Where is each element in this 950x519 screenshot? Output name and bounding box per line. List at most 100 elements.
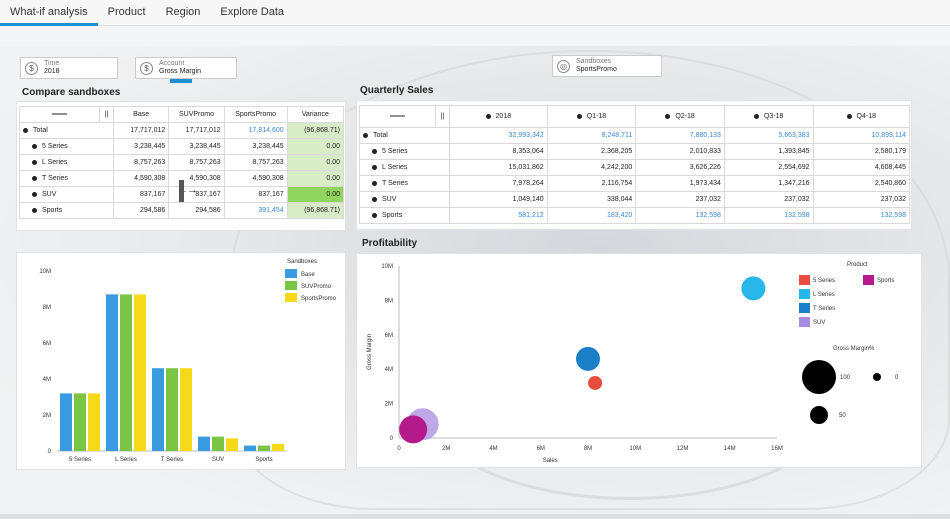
- column-handle-icon[interactable]: ||: [435, 105, 450, 128]
- table-cell: 132,598: [812, 207, 911, 224]
- legend-swatch: [799, 303, 810, 313]
- time-filter[interactable]: $ Time 2018: [20, 57, 118, 79]
- profitability-title: Profitability: [362, 238, 418, 249]
- expand-icon[interactable]: [372, 212, 377, 218]
- row-header[interactable]: SUV: [19, 186, 114, 203]
- y-tick-label: 4M: [43, 377, 51, 383]
- expand-icon[interactable]: [32, 175, 37, 181]
- table-cell: 0.00: [286, 186, 345, 203]
- y-tick-label: 0: [48, 449, 52, 455]
- tab-region[interactable]: Region: [165, 6, 201, 18]
- x-tick-label: 16M: [771, 446, 783, 452]
- bar-chart: 0 2M 4M 6M 8M 10M 5 Series L Series T Series SUV S…: [39, 259, 337, 463]
- quarterly-sales-panel: ═══ || 2018 Q1-18 Q2-18 Q3-18 Q4-18 Tota…: [356, 100, 912, 230]
- expand-icon[interactable]: [363, 132, 368, 138]
- table-cell: 2,368,205: [546, 143, 637, 160]
- time-filter-value: 2018: [44, 68, 60, 75]
- table-row: 5 Series 3,238,445 3,238,445 3,238,445 0.00: [19, 138, 345, 155]
- tab-explore-data[interactable]: Explore Data: [220, 6, 285, 18]
- row-header[interactable]: Sports: [359, 207, 450, 224]
- row-header[interactable]: L Series: [359, 159, 450, 176]
- row-header[interactable]: Total: [359, 127, 450, 144]
- size-legend-label: 100: [840, 375, 851, 381]
- tab-what-if-analysis[interactable]: What-if analysis: [0, 0, 98, 26]
- row-header[interactable]: Sports: [19, 202, 114, 219]
- legend-swatch: [285, 269, 297, 278]
- row-header[interactable]: 5 Series: [359, 143, 450, 160]
- sandboxes-filter[interactable]: ◎ Sandboxes SportsPromo: [552, 55, 662, 77]
- expand-icon[interactable]: [23, 127, 28, 133]
- top-strip: [0, 26, 950, 46]
- expand-icon[interactable]: [32, 191, 37, 197]
- x-axis-label: Sales: [543, 458, 558, 464]
- row-axis-icon[interactable]: ═══: [359, 105, 436, 128]
- legend-label: Sports: [877, 278, 894, 284]
- expand-icon[interactable]: [32, 143, 37, 149]
- legend-label: L Series: [813, 292, 835, 298]
- row-header[interactable]: T Series: [359, 175, 450, 192]
- table-cell: 237,032: [723, 191, 814, 208]
- y-tick-label: 6M: [385, 333, 393, 339]
- legend-swatch: [799, 289, 810, 299]
- row-axis-icon[interactable]: ═══: [19, 106, 100, 123]
- table-cell: 17,814,600: [223, 122, 288, 139]
- bubble: [576, 346, 600, 371]
- x-tick-label: L Series: [115, 457, 137, 463]
- table-cell: 837,167: [223, 186, 288, 203]
- table-cell: 1,393,845: [723, 143, 814, 160]
- table-cell: 4,242,200: [546, 159, 637, 176]
- table-cell: 1,973,434: [635, 175, 725, 192]
- expand-icon[interactable]: [372, 180, 377, 186]
- table-cell: 5,663,383: [723, 127, 814, 144]
- size-legend-label: 0: [895, 375, 899, 381]
- tab-product[interactable]: Product: [107, 6, 146, 18]
- column-handle-icon[interactable]: ||: [99, 106, 114, 123]
- row-header[interactable]: T Series: [19, 170, 114, 187]
- table-cell: 132,598: [723, 207, 814, 224]
- expand-icon[interactable]: [372, 164, 377, 170]
- x-tick-label: 2M: [442, 446, 450, 452]
- legend-swatch: [285, 293, 297, 302]
- bar: [152, 368, 164, 451]
- legend-title: Sandboxes: [287, 259, 317, 265]
- expand-icon[interactable]: [32, 207, 37, 213]
- table-cell: 237,032: [812, 191, 911, 208]
- table-cell: 338,044: [546, 191, 637, 208]
- sandboxes-filter-value: SportsPromo: [576, 66, 617, 73]
- row-header[interactable]: Total: [19, 122, 114, 139]
- x-tick-label: 12M: [677, 446, 689, 452]
- row-header[interactable]: 5 Series: [19, 138, 114, 155]
- bar: [258, 445, 270, 451]
- table-row: 5 Series 8,353,064 2,368,205 2,010,833 1,393…: [359, 143, 911, 160]
- bar: [74, 393, 86, 451]
- bottom-scrollbar[interactable]: [0, 514, 950, 519]
- row-header[interactable]: SUV: [359, 191, 450, 208]
- table-cell: 8,757,263: [223, 154, 288, 171]
- table-cell: 2,010,833: [635, 143, 725, 160]
- legend-label: SportsPromo: [301, 296, 337, 302]
- sandbox-icon: ◎: [557, 59, 570, 73]
- table-cell: 8,757,263: [168, 154, 225, 171]
- sandboxes-filter-label: Sandboxes: [576, 58, 612, 65]
- compare-sandboxes-panel: ═══ || Base SUVPromo SportsPromo Varianc…: [16, 101, 346, 231]
- dollar-icon: $: [25, 61, 38, 75]
- expand-icon[interactable]: [372, 148, 377, 154]
- table-cell: 1,049,140: [449, 191, 548, 208]
- account-filter[interactable]: $ Account Gross Margin: [135, 57, 237, 79]
- table-row: L Series 15,031,862 4,242,200 3,626,226 2,55…: [359, 159, 911, 176]
- expand-icon[interactable]: [372, 196, 377, 202]
- compare-sandboxes-title: Compare sandboxes: [22, 87, 121, 98]
- table-cell: 17,717,012: [112, 122, 170, 139]
- legend-swatch: [863, 275, 874, 285]
- row-header[interactable]: L Series: [19, 154, 114, 171]
- table-row: T Series 7,978,264 2,116,754 1,973,434 1,347…: [359, 175, 911, 192]
- y-tick-label: 0: [390, 436, 394, 442]
- legend-swatch: [285, 281, 297, 290]
- bar-chart-panel: 0 2M 4M 6M 8M 10M 5 Series L Series T Series SUV S…: [16, 252, 346, 470]
- table-cell: 4,590,308: [112, 170, 170, 187]
- drag-handle[interactable]: [179, 180, 184, 202]
- col-header: 2018: [449, 105, 548, 128]
- col-header: Q2-18: [635, 105, 725, 128]
- bar: [120, 294, 132, 451]
- expand-icon[interactable]: [32, 159, 37, 165]
